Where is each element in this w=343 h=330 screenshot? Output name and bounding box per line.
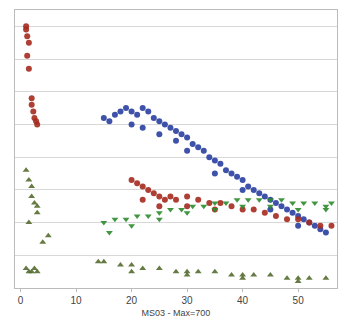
svg-text:40: 40 [237, 295, 249, 306]
svg-text:0: 0 [18, 295, 24, 306]
svg-text:10: 10 [71, 295, 83, 306]
svg-text:MS03 - Max=700: MS03 - Max=700 [142, 308, 211, 318]
svg-text:20: 20 [126, 295, 138, 306]
svg-text:50: 50 [293, 295, 305, 306]
svg-text:30: 30 [182, 295, 194, 306]
